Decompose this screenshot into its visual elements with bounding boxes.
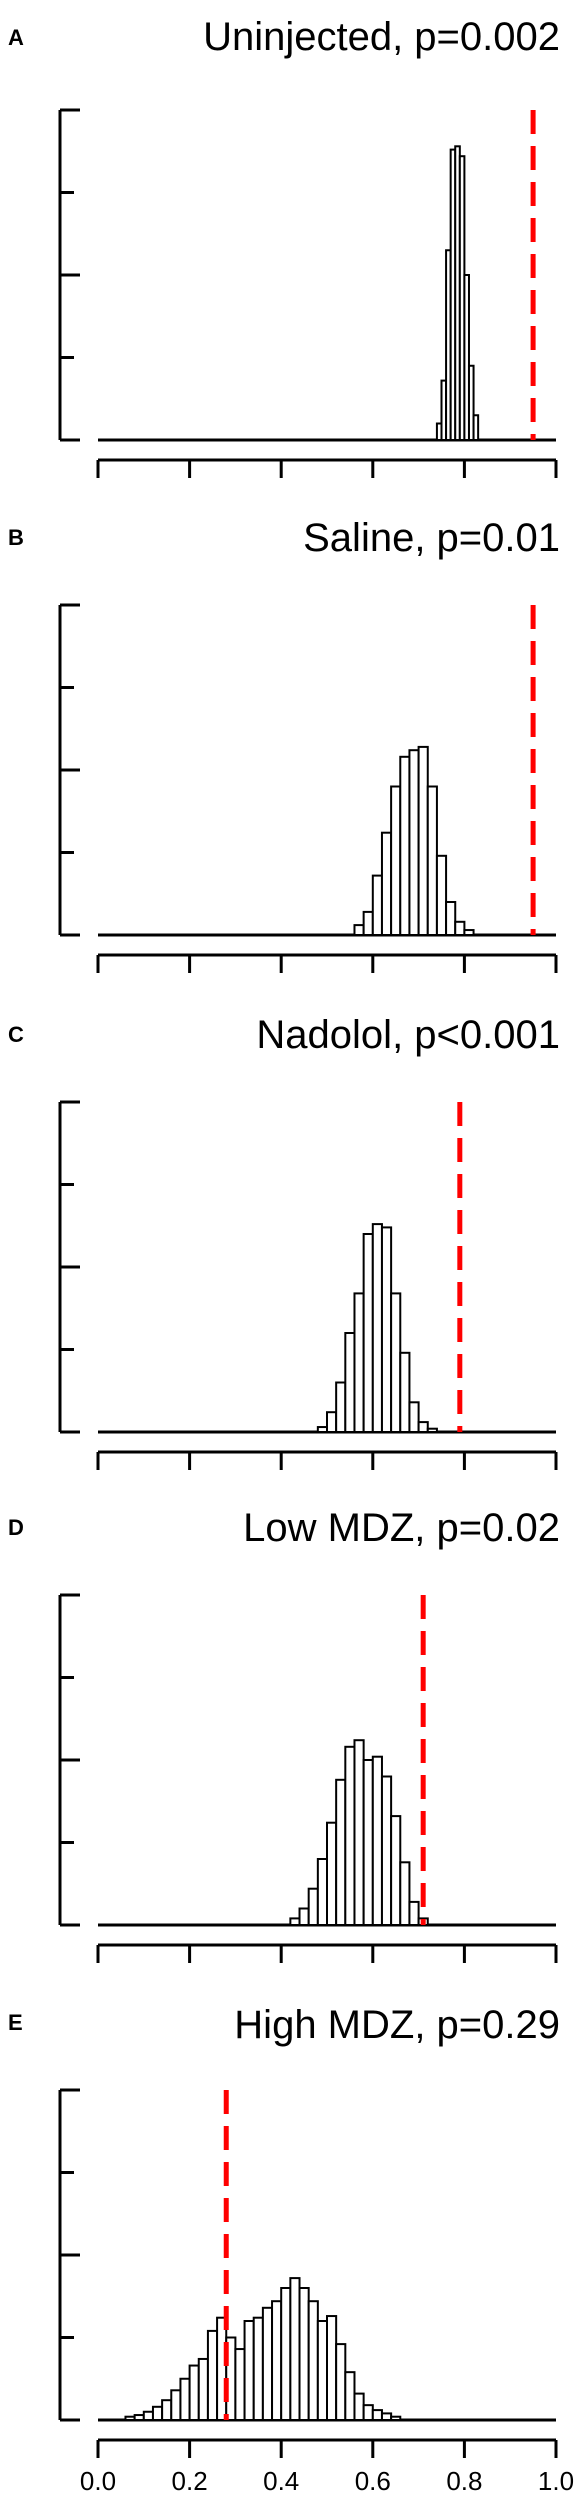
histogram-bar <box>380 2412 393 2421</box>
histogram-bar <box>307 1887 319 1926</box>
x-tick-label: 0.0 <box>80 2466 116 2496</box>
panel-letter: E <box>8 2010 23 2035</box>
histogram-bar <box>371 1755 383 1926</box>
histogram-bar <box>390 1815 402 1926</box>
histogram-bar <box>161 2399 173 2421</box>
panel-d: D Low MDZ, p=0.02 <box>8 1506 560 1963</box>
histogram-bar <box>362 910 374 937</box>
histogram-bar <box>133 2414 145 2422</box>
histogram-bar <box>335 1778 347 1927</box>
histogram-bar <box>316 1858 328 1926</box>
histogram-bar <box>371 2409 383 2422</box>
histogram-bar <box>188 2364 200 2422</box>
histogram-bar <box>326 2315 338 2422</box>
histogram-bar <box>316 2320 328 2421</box>
histogram-bar <box>426 785 438 936</box>
panel-letter: C <box>8 1022 24 1047</box>
panel-letter: A <box>8 25 24 50</box>
histogram-bar <box>280 2287 292 2421</box>
histogram-bar <box>435 854 448 936</box>
x-tick-label: 1.0 <box>538 2466 574 2496</box>
histogram-bar <box>426 1427 438 1433</box>
histogram-bar <box>271 2300 283 2421</box>
histogram-bar <box>316 1426 328 1434</box>
panel-title: Uninjected, p=0.002 <box>203 15 560 59</box>
histogram-bar <box>472 414 480 441</box>
histogram-bar <box>417 745 429 937</box>
histogram-bar <box>353 1292 365 1434</box>
x-tick-label: 0.2 <box>172 2466 208 2496</box>
histogram-bar <box>216 2316 228 2421</box>
panel-title: Nadolol, p<0.001 <box>256 1013 560 1057</box>
histogram-bar <box>289 2277 301 2422</box>
histogram-bar <box>390 785 402 936</box>
histogram-bar <box>124 2415 136 2421</box>
histogram-bar <box>467 364 475 441</box>
histogram-bar <box>371 1223 383 1433</box>
histogram-bar <box>170 2389 182 2422</box>
histogram-bar <box>390 1292 402 1434</box>
histogram-bar <box>445 901 457 936</box>
panel-e: E High MDZ, p=0.29 0.0 0.2 0.4 0.6 0.8 1.0 <box>8 2003 574 2496</box>
histogram-bar <box>206 2329 219 2421</box>
histogram-bar <box>142 2410 154 2421</box>
histogram-bar <box>179 2377 191 2421</box>
histogram-bar <box>335 1381 347 1433</box>
histogram-bar <box>463 929 475 936</box>
histogram-bar <box>399 1861 411 1927</box>
panel-letter: B <box>8 525 24 550</box>
histogram-bar <box>326 1411 338 1433</box>
histogram-bar <box>399 755 411 936</box>
histogram-bar <box>390 2415 402 2421</box>
panel-title: Saline, p=0.01 <box>303 516 560 560</box>
histogram-bar <box>151 2405 164 2422</box>
histogram-bar <box>417 1421 429 1433</box>
histogram-bar <box>353 924 365 936</box>
panel-a: A Uninjected, p=0.002 <box>8 15 560 478</box>
histogram-bar <box>344 1745 356 1927</box>
histogram-bar <box>408 1900 420 1927</box>
x-tick-label: 0.4 <box>263 2466 299 2496</box>
histogram-bar <box>353 1739 365 1926</box>
panel-title: High MDZ, p=0.29 <box>234 2003 560 2047</box>
histogram-bar <box>380 1775 393 1926</box>
histogram-bar <box>399 1351 411 1434</box>
histogram-bar <box>463 274 470 441</box>
histogram-bar <box>454 920 466 936</box>
histogram-bar <box>234 2348 246 2422</box>
histogram-bar <box>408 749 420 937</box>
histogram-bar <box>335 2343 347 2422</box>
histogram-bar <box>353 2392 365 2422</box>
histogram-bar <box>307 2300 319 2421</box>
histogram-bar <box>197 2357 209 2421</box>
histogram-bar <box>362 2404 374 2421</box>
histogram-bar <box>362 1759 374 1926</box>
histogram-bar <box>326 1821 338 1926</box>
histogram-bar <box>408 1401 420 1434</box>
histogram-bar <box>371 874 383 936</box>
histogram-bar <box>344 1332 356 1433</box>
panel-b: B Saline, p=0.01 <box>8 516 560 973</box>
histogram-bar <box>243 2320 255 2421</box>
x-tick-label: 0.6 <box>355 2466 391 2496</box>
histogram-bar <box>252 2316 264 2421</box>
x-tick-label: 0.8 <box>446 2466 482 2496</box>
histogram-bar <box>261 2306 274 2422</box>
histogram-bar <box>289 1917 301 1927</box>
histogram-bar <box>380 831 393 937</box>
histogram-bar <box>362 1233 374 1433</box>
histogram-bar <box>380 1226 393 1434</box>
panel-c: C Nadolol, p<0.001 <box>8 1013 560 1470</box>
panel-title: Low MDZ, p=0.02 <box>243 1506 560 1550</box>
histogram-bar <box>298 2287 310 2421</box>
panel-letter: D <box>8 1515 24 1540</box>
histogram-bar <box>344 2371 356 2421</box>
histogram-bar <box>298 1907 310 1926</box>
